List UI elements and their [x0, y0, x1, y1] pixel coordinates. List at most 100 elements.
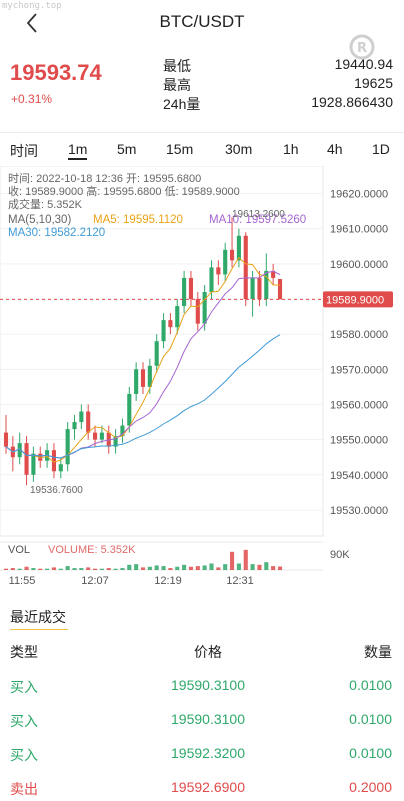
- candle-body: [250, 277, 255, 300]
- trade-type: 买入: [10, 747, 38, 763]
- candle-body: [24, 443, 29, 475]
- volume-bar: [31, 568, 36, 570]
- trade-qty: 0.0100: [349, 745, 392, 761]
- volume-value: VOLUME: 5.352K: [48, 544, 136, 556]
- max-marker: 19613.2600: [232, 209, 285, 220]
- tab-4h[interactable]: 4h: [327, 141, 343, 157]
- chevron-left-icon: [26, 13, 37, 33]
- y-tick-label: 19550.0000: [330, 435, 388, 447]
- header-qty: 数量: [364, 644, 392, 660]
- tab-time[interactable]: 时间: [10, 143, 38, 159]
- volume-bar: [38, 568, 43, 570]
- candle-body: [243, 235, 248, 300]
- tab-1d[interactable]: 1D: [372, 141, 390, 157]
- volume-bar: [10, 568, 15, 570]
- volume-bar: [223, 564, 228, 570]
- candle-body: [31, 453, 36, 475]
- kline-chart[interactable]: 19620.000019610.000019600.000019590.0000…: [0, 166, 404, 590]
- candle-body: [65, 429, 70, 465]
- candle-body: [271, 270, 276, 278]
- volume-bar: [182, 564, 187, 570]
- y-tick-label: 19570.0000: [330, 364, 388, 376]
- volume-bar: [161, 566, 166, 570]
- y-tick-label: 19530.0000: [330, 505, 388, 517]
- y-tick-label: 19580.0000: [330, 329, 388, 341]
- candle-body: [195, 299, 200, 324]
- volume-bar: [209, 563, 214, 570]
- candle-body: [161, 320, 166, 342]
- volume-bar: [175, 566, 180, 570]
- candle-body: [140, 369, 146, 387]
- ma30-label: MA30: 19582.2120: [8, 227, 106, 239]
- header-type: 类型: [10, 644, 38, 660]
- ma5-label: MA5: 19595.1120: [93, 214, 183, 226]
- candle-body: [79, 411, 84, 423]
- volume-bar: [147, 566, 152, 570]
- stat-low-label: 最低: [163, 58, 191, 74]
- ma10-label: MA10: 19597.5260: [209, 214, 307, 226]
- trade-row: 卖出 19592.6900 0.2000: [0, 779, 404, 801]
- volume-bar: [120, 568, 125, 570]
- volume-bar: [140, 567, 146, 570]
- stat-high-label: 最高: [163, 77, 191, 93]
- y-tick-label: 19600.0000: [330, 259, 388, 271]
- candle-body: [264, 270, 269, 300]
- volume-bar: [79, 568, 84, 570]
- candle-body: [3, 432, 9, 447]
- trade-qty: 0.0100: [349, 677, 392, 693]
- candle-body: [236, 235, 241, 261]
- svg-text:R: R: [357, 41, 367, 56]
- header: BTC/USDT: [0, 0, 404, 44]
- trade-type: 卖出: [10, 781, 38, 797]
- last-price-label: 19589.9000: [326, 294, 384, 306]
- recent-trades-title: 最近成交: [10, 609, 66, 625]
- watermark: mychong.top: [2, 1, 62, 11]
- volume-bar: [99, 568, 104, 570]
- x-tick-label: 12:19: [154, 575, 182, 587]
- volume-bar: [113, 568, 118, 570]
- trade-price: 19590.3100: [171, 711, 245, 727]
- volume-bar: [134, 564, 139, 570]
- ohlc-line3: 成交量: 5.352K: [8, 199, 82, 211]
- candle-body: [277, 279, 283, 300]
- candle-body: [92, 432, 98, 440]
- candle-body: [58, 464, 63, 472]
- volume-tick-label: 90K: [330, 549, 350, 561]
- tab-15m[interactable]: 15m: [166, 141, 194, 157]
- volume-label: VOL: [8, 544, 31, 556]
- x-tick-label: 12:07: [81, 575, 109, 587]
- tab-30m[interactable]: 30m: [225, 141, 253, 157]
- candle-body: [17, 443, 22, 458]
- tab-1m[interactable]: 1m: [68, 141, 88, 160]
- volume-bar: [229, 551, 235, 570]
- tab-5m[interactable]: 5m: [117, 141, 137, 157]
- candle-body: [168, 320, 173, 328]
- kline-svg: 19620.000019610.000019600.000019590.0000…: [0, 166, 393, 587]
- volume-bar: [168, 568, 173, 570]
- back-button[interactable]: [20, 6, 50, 38]
- candle-body: [154, 341, 159, 366]
- volume-bar: [271, 566, 276, 570]
- candle-body: [134, 369, 139, 394]
- volume-bar: [72, 568, 77, 570]
- candle-body: [188, 277, 194, 300]
- tab-1h[interactable]: 1h: [283, 141, 299, 157]
- candle-body: [202, 292, 207, 324]
- logo-icon: R: [349, 34, 375, 60]
- candle-body: [216, 267, 221, 275]
- volume-bar: [65, 566, 70, 570]
- trade-row: 买入 19590.3100 0.0100: [0, 677, 404, 701]
- candle-body: [127, 393, 132, 426]
- ohlc-line1: 时间: 2022-10-18 12:36 开: 19595.6800: [8, 173, 202, 185]
- volume-bar: [58, 568, 63, 570]
- candle-body: [120, 425, 125, 437]
- trade-type: 买入: [10, 713, 38, 729]
- trade-price: 19592.3200: [171, 745, 245, 761]
- stat-low-value: 19440.94: [334, 56, 393, 72]
- volume-bar: [17, 568, 22, 570]
- volume-bar: [264, 562, 269, 570]
- candle-body: [209, 267, 214, 292]
- candle-body: [147, 365, 152, 387]
- price-change: +0.31%: [11, 92, 53, 106]
- volume-bar: [277, 566, 283, 570]
